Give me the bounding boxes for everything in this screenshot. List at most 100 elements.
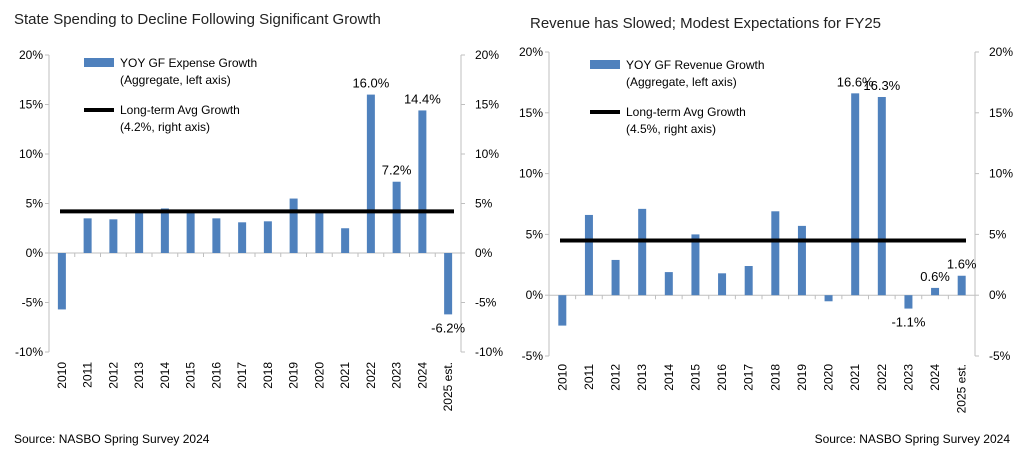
left-bar-2012 <box>109 219 118 253</box>
left-ytick-label-left: 20% <box>19 48 43 62</box>
left-ytick-label-right: -5% <box>475 296 497 310</box>
right-category-label: 2020 <box>822 364 836 391</box>
left-ytick-label-left: -10% <box>15 345 43 359</box>
right-ytick-label-right: 5% <box>989 227 1007 241</box>
left-category-label: 2012 <box>106 362 120 389</box>
left-bar-2019 <box>289 198 298 253</box>
right-data-label: 16.3% <box>863 78 900 93</box>
right-bar-2023 <box>904 295 913 309</box>
right-bar-2021 <box>851 93 860 296</box>
right-bar-2012 <box>611 259 620 296</box>
right-category-label: 2025 est. <box>955 364 969 413</box>
right-data-label: 1.6% <box>947 257 977 272</box>
left-ytick-label-right: 5% <box>475 197 493 211</box>
left-category-label: 2011 <box>81 362 95 388</box>
right-category-label: 2017 <box>742 364 756 391</box>
left-category-label: 2015 <box>184 362 198 389</box>
right-ytick-label-left: 10% <box>519 167 543 181</box>
right-bar-2017 <box>744 266 753 296</box>
right-source-note: Source: NASBO Spring Survey 2024 <box>814 432 1010 446</box>
right-bar-2014 <box>664 272 673 296</box>
right-bar-2011 <box>584 214 593 296</box>
right-ytick-label-right: -5% <box>989 349 1011 363</box>
left-category-label: 2013 <box>132 362 146 389</box>
left-bar-2016 <box>212 218 221 253</box>
left-bar-2013 <box>135 211 144 253</box>
right-category-label: 2011 <box>582 364 596 390</box>
right-bar-2019 <box>797 225 806 296</box>
right-category-label: 2022 <box>875 364 889 391</box>
right-bar-2018 <box>771 211 780 296</box>
right-chart: -5% -5% 0% 0% 5% 5% 10% 10% 15% 15% 20% 20% 2010 2011… <box>519 45 1013 413</box>
left-category-label: 2016 <box>209 362 223 389</box>
right-category-label: 2012 <box>609 364 623 391</box>
right-bar-2010 <box>558 295 567 326</box>
right-data-label: -1.1% <box>891 315 925 330</box>
left-ytick-label-right: 0% <box>475 246 493 260</box>
left-bar-2014 <box>160 208 169 253</box>
right-category-label: 2014 <box>662 364 676 391</box>
left-ytick-label-left: 15% <box>19 98 43 112</box>
right-ytick-label-right: 20% <box>989 45 1013 59</box>
right-data-label: 16.6% <box>837 74 874 89</box>
right-bar-2013 <box>638 208 647 296</box>
right-ytick-label-left: -5% <box>522 349 544 363</box>
left-bar-2017 <box>238 222 247 253</box>
left-category-label: 2014 <box>158 362 172 389</box>
left-ytick-label-left: 5% <box>26 197 44 211</box>
right-legend-label-bar: YOY GF Revenue Growth <box>626 58 765 72</box>
left-ytick-label-right: 20% <box>475 48 499 62</box>
left-ytick-label-right: -10% <box>475 345 503 359</box>
left-ytick-label-left: 0% <box>26 246 44 260</box>
right-legend-swatch-bar <box>590 60 620 69</box>
right-ytick-label-right: 0% <box>989 288 1007 302</box>
right-data-label: 0.6% <box>920 269 950 284</box>
right-category-label: 2023 <box>901 364 915 391</box>
left-legend-label-bar: YOY GF Expense Growth <box>120 56 257 70</box>
left-legend-label-avg: Long-term Avg Growth <box>120 103 240 117</box>
right-category-label: 2019 <box>795 364 809 391</box>
left-bar-2023 <box>392 181 401 253</box>
right-category-label: 2018 <box>768 364 782 391</box>
right-category-label: 2010 <box>555 364 569 391</box>
left-data-label: 16.0% <box>352 76 389 91</box>
right-ytick-label-left: 20% <box>519 45 543 59</box>
right-ytick-label-left: 15% <box>519 106 543 120</box>
left-category-label: 2025 est. <box>441 362 455 411</box>
right-ytick-label-right: 15% <box>989 106 1013 120</box>
left-category-label: 2022 <box>364 362 378 389</box>
left-ytick-label-left: 10% <box>19 147 43 161</box>
right-legend-sub-bar: (Aggregate, left axis) <box>626 75 737 89</box>
right-legend-sub-avg: (4.5%, right axis) <box>626 122 716 136</box>
left-bar-2021 <box>341 228 350 253</box>
left-category-label: 2021 <box>338 362 352 389</box>
right-ytick-label-right: 10% <box>989 167 1013 181</box>
right-bar-2015 <box>691 234 700 296</box>
right-chart-title: Revenue has Slowed; Modest Expectations … <box>530 15 882 32</box>
right-category-label: 2015 <box>688 364 702 391</box>
left-category-label: 2017 <box>235 362 249 389</box>
right-category-label: 2013 <box>635 364 649 391</box>
left-legend-sub-avg: (4.2%, right axis) <box>120 120 210 134</box>
left-category-label: 2019 <box>287 362 301 389</box>
right-category-label: 2024 <box>928 364 942 391</box>
left-ytick-label-right: 15% <box>475 98 499 112</box>
left-bar-2020 <box>315 212 324 253</box>
left-bar-2022 <box>366 94 375 253</box>
left-legend-swatch-bar <box>84 58 114 67</box>
right-bar-2020 <box>824 295 833 302</box>
left-bar-2018 <box>263 221 272 253</box>
left-source-note: Source: NASBO Spring Survey 2024 <box>14 432 210 446</box>
left-category-label: 2023 <box>390 362 404 389</box>
right-legend-label-avg: Long-term Avg Growth <box>626 105 746 119</box>
right-ytick-label-left: 0% <box>526 288 544 302</box>
right-bar-2025est <box>957 275 966 296</box>
left-category-label: 2018 <box>261 362 275 389</box>
right-bar-2016 <box>718 273 727 296</box>
left-bar-2015 <box>186 210 195 253</box>
right-ytick-label-left: 5% <box>526 227 544 241</box>
left-bar-2025est <box>444 253 453 315</box>
left-bar-2010 <box>57 253 66 310</box>
left-data-label: -6.2% <box>431 320 465 335</box>
left-chart: -10% -10% -5% -5% 0% 0% 5% 5% 10% 10% 15% 15% 20% 20%… <box>15 48 503 411</box>
